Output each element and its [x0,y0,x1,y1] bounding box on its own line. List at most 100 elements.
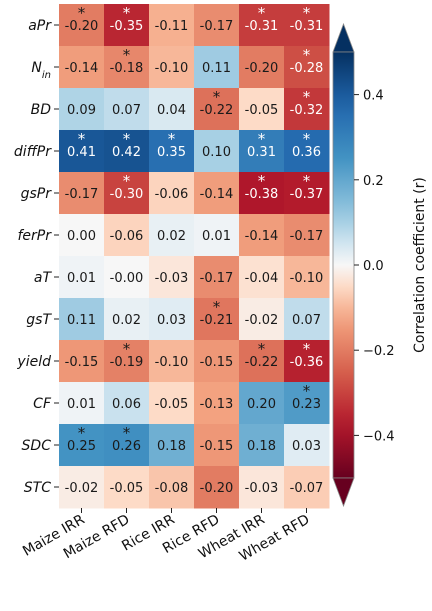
heatmap-cell [239,256,285,299]
heatmap-cell [239,214,285,257]
heatmap-cell [194,4,240,47]
cell-value-label: 0.18 [247,439,276,454]
significance-marker: * [123,46,131,64]
cell-value-label: 0.02 [157,229,186,244]
row-label: aT [34,270,53,286]
cell-value-label: -0.03 [155,271,189,286]
heatmap-cell [104,256,150,299]
heatmap-cell [104,466,150,509]
colorbar-extend-min [332,477,355,508]
heatmap-cell [194,46,240,89]
cell-value-label: -0.13 [200,397,234,412]
cell-value-label: 0.07 [112,103,141,118]
row-label: BD [31,102,52,118]
heatmap-cell [194,88,240,131]
cell-value-label: 0.11 [67,313,96,328]
heatmap-cell [239,46,285,89]
row-label: ferPr [18,228,53,244]
colorbar-extend-max [332,22,355,53]
cell-value-label: 0.26 [112,439,141,454]
heatmap-cell [149,298,195,341]
heatmap-cell [59,130,105,173]
heatmap-cell [284,256,330,299]
heatmap-cell [284,4,330,47]
row-label: gsT [26,312,52,328]
cell-value-label: 0.25 [67,439,96,454]
cell-value-label: -0.31 [290,19,324,34]
cell-value-label: -0.10 [290,271,324,286]
heatmap-cell [59,88,105,131]
cell-value-label: -0.17 [65,187,99,202]
heatmap-cell [59,340,105,383]
cell-value-label: -0.05 [110,481,144,496]
cell-value-label: -0.05 [245,103,279,118]
heatmap-cell [104,4,150,47]
significance-marker: * [123,4,131,22]
heatmap-cell [239,424,285,467]
cell-value-label: -0.20 [65,19,99,34]
heatmap-cell [149,130,195,173]
heatmap-cell [104,298,150,341]
cell-value-label: -0.21 [200,313,234,328]
heatmap-cell [59,298,105,341]
cell-value-label: 0.03 [292,439,321,454]
cell-value-label: 0.06 [112,397,141,412]
heatmap-cell [149,340,195,383]
heatmap-cell [239,172,285,215]
heatmap-cell [104,172,150,215]
cell-value-label: 0.02 [112,313,141,328]
colorbar-tick-label: 0.0 [363,259,384,274]
heatmap-cell [149,382,195,425]
cell-value-label: 0.31 [247,145,276,160]
cell-value-label: -0.20 [245,61,279,76]
heatmap-cell [239,88,285,131]
significance-marker: * [123,172,131,190]
heatmap-cell [59,466,105,509]
significance-marker: * [168,130,176,148]
row-label: SDC [22,438,52,454]
cell-value-label: -0.17 [200,271,234,286]
heatmap-cell [194,424,240,467]
row-label-subscript: in [42,70,51,81]
cell-value-label: -0.38 [245,187,279,202]
heatmap-cells: -0.20*-0.35*-0.11 -0.17 -0.31*-0.31*-0.14-… [59,4,330,509]
significance-marker: * [258,130,266,148]
cell-value-label: 0.01 [202,229,231,244]
cell-value-label: -0.02 [65,481,99,496]
cell-value-label: -0.06 [155,187,189,202]
significance-marker: * [303,4,311,22]
heatmap-cell [284,88,330,131]
significance-marker: * [303,130,311,148]
cell-value-label: -0.14 [65,61,99,76]
cell-value-label: -0.36 [290,355,324,370]
significance-marker: * [303,382,311,400]
heatmap-cell [284,382,330,425]
cell-value-label: -0.37 [290,187,324,202]
heatmap-cell [284,466,330,509]
cell-value-label: -0.10 [155,61,189,76]
significance-marker: * [303,340,311,358]
significance-marker: * [213,88,221,106]
heatmap-cell [194,382,240,425]
cell-value-label: -0.28 [290,61,324,76]
cell-value-label: 0.18 [157,439,186,454]
heatmap-cell [149,46,195,89]
colorbar-tick-label: −0.4 [363,429,395,444]
cell-value-label: -0.10 [155,355,189,370]
heatmap-cell [239,4,285,47]
heatmap-cell [284,298,330,341]
colorbar-tick-label: 0.4 [363,89,384,104]
cell-value-label: 0.04 [157,103,186,118]
cell-value-label: 0.23 [292,397,321,412]
row-label: yield [16,354,51,370]
significance-marker: * [78,4,86,22]
cell-value-label: -0.19 [110,355,144,370]
cell-value-label: -0.17 [290,229,324,244]
cell-value-label: -0.35 [110,19,144,34]
colorbar: 0.4 0.2 0.0 −0.2 −0.4 Correlation coefficient… [332,22,428,508]
row-labels: aPr Nin BD diffPr gsPr ferPr aT gsT yield CF SDC ST… [14,18,59,496]
row-label: gsPr [21,186,53,202]
heatmap-cell [149,424,195,467]
cell-value-label: 0.42 [112,145,141,160]
heatmap-cell [59,4,105,47]
